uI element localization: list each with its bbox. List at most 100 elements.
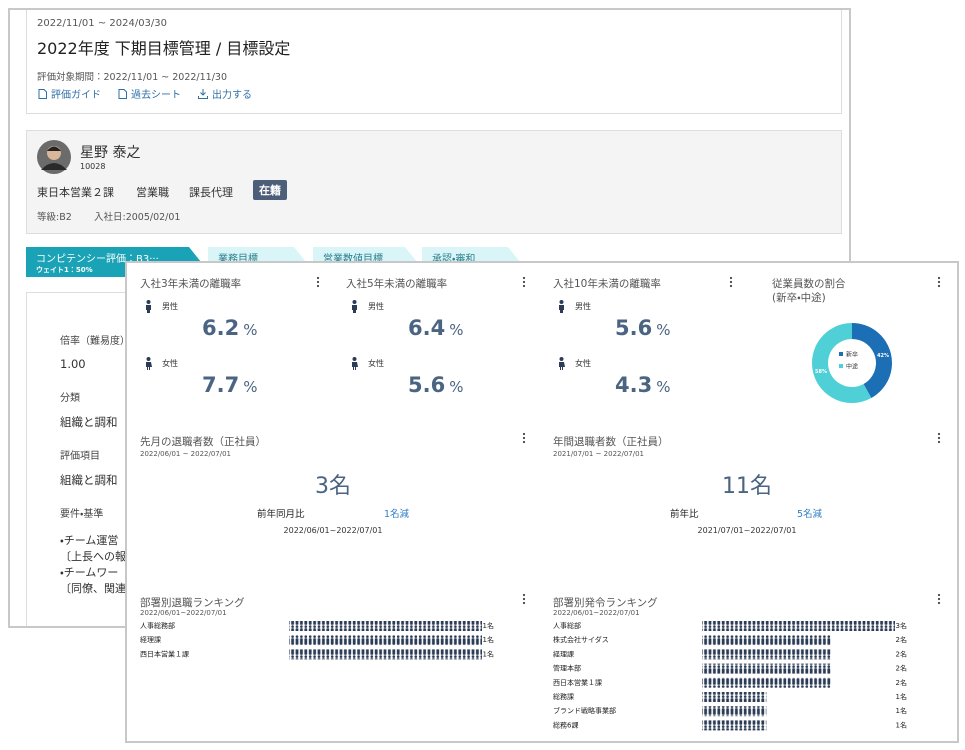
legend-label: 中途 <box>846 363 858 371</box>
card: 従業員数の割合 (新卒・中途) 42% 新卒 58% 中途 <box>752 268 949 412</box>
card: 先月の退職者数（正社員） 2022/06/01 ~ 2022/07/01 3名 前年同… <box>132 424 534 574</box>
rate-value: 6.4 <box>408 316 446 340</box>
menu-button[interactable] <box>937 432 941 444</box>
total: 3名 <box>315 474 351 499</box>
row-name: 総務課 <box>553 692 574 701</box>
card: 入社10年未満の離職率 男性 5.6% 女性 4.3% <box>545 268 741 412</box>
rate-unit: % <box>243 378 258 396</box>
criteria-line: ・チーム運営 <box>60 534 119 547</box>
person-icon <box>559 300 564 313</box>
row-value: 1名 <box>483 649 494 658</box>
row-value: 2名 <box>896 649 907 658</box>
card-title: 先月の退職者数（正社員） <box>140 436 266 448</box>
bar <box>702 720 767 731</box>
card-title: 入社5年未満の離職率 <box>346 278 448 290</box>
field-label: 倍率（難易度） <box>60 336 130 347</box>
dashboard-window: 入社3年未満の離職率 男性 6.2% 女性 7.7% 入社5年未満の離職率 男性 6.4% 女性… <box>125 261 959 743</box>
menu-dot <box>522 593 526 597</box>
body <box>559 305 564 313</box>
footer-range: 2021/07/01~2022/07/01 <box>697 526 797 535</box>
row-label: 女性 <box>162 359 178 368</box>
row-value: 2名 <box>896 664 907 673</box>
bar <box>702 706 767 717</box>
status-badge: 在籍 <box>253 180 287 200</box>
donut-segment <box>852 323 892 399</box>
card-title: 入社10年未満の離職率 <box>553 278 661 290</box>
row-name: 西日本営業１課 <box>140 649 189 658</box>
body <box>352 362 358 370</box>
link[interactable]: 出力する <box>198 86 252 101</box>
row-label: 女性 <box>575 359 591 368</box>
link[interactable]: 評価ガイド <box>38 86 101 101</box>
menu-dot <box>522 280 526 284</box>
row-name: 総務6課 <box>553 720 578 729</box>
menu-dot <box>937 280 941 284</box>
header-card <box>26 10 842 114</box>
link-text[interactable]: 過去シート <box>131 90 181 101</box>
legend-swatch <box>839 364 843 368</box>
row-label: 女性 <box>368 359 384 368</box>
row-name: ブランド戦略事業部 <box>553 706 616 715</box>
rate-value: 6.2 <box>202 316 240 340</box>
row-value: 1名 <box>896 720 907 729</box>
menu-button[interactable] <box>522 432 526 444</box>
person-icon <box>559 357 565 370</box>
row-value: 1名 <box>483 635 494 644</box>
tab-label[interactable]: コンピテンシー評価：B3··· <box>36 254 159 265</box>
card: 入社3年未満の離職率 男性 6.2% 女性 7.7% <box>132 268 328 412</box>
head <box>146 357 151 361</box>
employee-name: 星野 泰之 <box>80 145 141 161</box>
card-title: 部署別発令ランキング <box>553 597 658 609</box>
person-icon <box>146 357 152 370</box>
title: 2022年度 下期目標管理 / 目標設定 <box>37 39 291 58</box>
menu-button[interactable] <box>522 593 526 605</box>
link-text[interactable]: 出力する <box>212 90 252 101</box>
head <box>559 300 564 304</box>
menu-dot <box>937 440 941 444</box>
rate-unit: % <box>656 378 671 396</box>
donut-segment <box>812 323 872 403</box>
icon <box>118 88 127 99</box>
rate-unit: % <box>449 321 464 339</box>
row-value: 2名 <box>896 635 907 644</box>
menu-dot <box>522 601 526 605</box>
rate-unit: % <box>656 321 671 339</box>
row-value: 2名 <box>896 678 907 687</box>
rate: 6.2% <box>202 316 257 340</box>
bar <box>702 649 831 660</box>
segment-label: 42% <box>877 353 889 359</box>
head <box>352 357 357 361</box>
eval-period: 評価対象期間：2022/11/01 ~ 2022/11/30 <box>37 72 228 83</box>
menu-dot <box>937 432 941 436</box>
menu-button[interactable] <box>729 276 733 288</box>
link-text[interactable]: 評価ガイド <box>51 90 101 101</box>
person-icon <box>352 300 357 313</box>
head <box>146 300 151 304</box>
segment-label: 58% <box>815 369 827 375</box>
link[interactable]: 過去シート <box>118 86 181 101</box>
compare-value: 1名減 <box>384 509 410 520</box>
field-label: 分類 <box>60 393 80 404</box>
menu-dot <box>522 284 526 288</box>
menu-button[interactable] <box>316 276 320 288</box>
joined: 入社日:2005/02/01 <box>94 212 181 223</box>
row-name: 管理本部 <box>553 664 581 673</box>
menu-dot <box>729 280 733 284</box>
menu-dot <box>937 593 941 597</box>
row-value: 1名 <box>483 621 494 630</box>
row-name: 経理課 <box>553 649 574 658</box>
compare-value: 5名減 <box>797 509 823 520</box>
menu-button[interactable] <box>937 276 941 288</box>
menu-button[interactable] <box>937 593 941 605</box>
field-value: 1.00 <box>60 357 86 371</box>
period: 2022/11/01 ~ 2024/03/30 <box>37 18 168 29</box>
tab-sub: ウェイト1：50% <box>36 266 93 274</box>
bar <box>702 692 767 702</box>
menu-dot <box>316 284 320 288</box>
menu-dot <box>729 276 733 280</box>
menu-button[interactable] <box>522 276 526 288</box>
body <box>352 305 357 313</box>
icon <box>198 88 208 99</box>
legend-swatch <box>839 352 843 356</box>
